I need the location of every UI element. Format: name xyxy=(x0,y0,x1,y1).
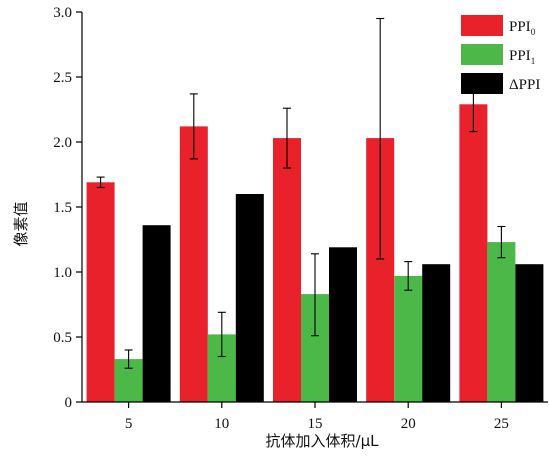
legend-label-main: ΔPPI xyxy=(509,77,540,93)
y-tick-label: 0 xyxy=(65,395,73,411)
bar-2 xyxy=(487,242,516,402)
legend-label-2: PPI1 xyxy=(509,48,535,66)
bar-3 xyxy=(329,247,357,402)
x-tick-label: 15 xyxy=(308,416,323,432)
legend-label-main: PPI xyxy=(509,48,531,64)
bar-3 xyxy=(142,225,171,402)
y-tick-label: 3.0 xyxy=(53,5,72,21)
legend-label-3: ΔPPI xyxy=(509,77,540,93)
x-tick-label: 25 xyxy=(494,416,509,432)
bar-3 xyxy=(235,194,264,402)
legend-label-subscript: 0 xyxy=(531,27,536,37)
bar-1 xyxy=(459,104,488,403)
legend-swatch-1 xyxy=(461,15,503,36)
axes-layer: 00.51.01.52.02.53.05 10 15 20 25 xyxy=(53,5,548,432)
y-tick-label: 2.0 xyxy=(53,135,72,151)
x-axis-title: 抗体加入体积/μL xyxy=(266,432,380,450)
x-tick-label: 20 xyxy=(401,416,416,432)
bars-layer xyxy=(86,104,544,403)
bar-3 xyxy=(422,264,451,402)
legend-label-subscript: 1 xyxy=(531,56,536,66)
bar-2 xyxy=(394,275,423,402)
legend-label-1: PPI0 xyxy=(509,19,536,37)
bar-1 xyxy=(273,138,301,402)
y-tick-label: 1.0 xyxy=(53,265,72,281)
legend-label-main: PPI xyxy=(509,19,531,35)
bar-1 xyxy=(179,126,208,403)
x-tick-label: 10 xyxy=(214,416,229,432)
x-tick-label: 5 xyxy=(125,416,133,432)
y-axis-title: 像素值 xyxy=(12,201,30,246)
bar-3 xyxy=(515,264,544,402)
y-tick-label: 2.5 xyxy=(53,70,72,86)
y-tick-label: 1.5 xyxy=(53,200,72,216)
bar-1 xyxy=(86,182,115,402)
legend-swatch-3 xyxy=(461,73,503,94)
y-tick-label: 0.5 xyxy=(53,330,72,346)
legend-swatch-2 xyxy=(461,44,503,65)
